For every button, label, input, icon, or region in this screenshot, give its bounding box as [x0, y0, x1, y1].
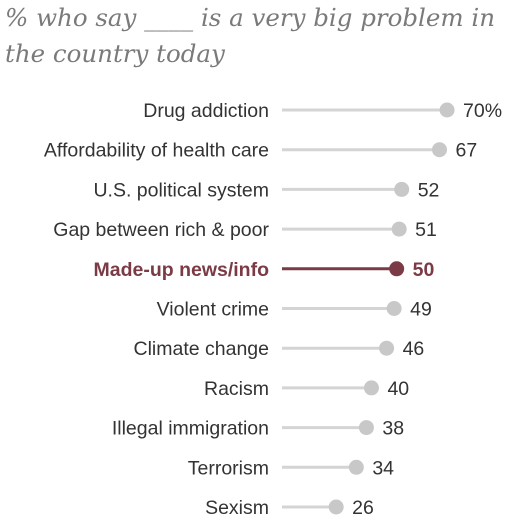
data-point: [389, 261, 405, 277]
category-label: Racism: [204, 378, 269, 400]
category-label: Affordability of health care: [44, 140, 269, 162]
data-point: [432, 142, 447, 158]
data-point: [439, 102, 455, 118]
value-label: 67: [456, 140, 478, 162]
data-point: [328, 499, 344, 515]
category-label: U.S. political system: [93, 179, 269, 201]
data-point: [379, 340, 395, 356]
value-label: 50: [413, 259, 435, 281]
category-label: Illegal immigration: [112, 418, 269, 440]
data-point: [348, 459, 364, 475]
value-label: 52: [418, 179, 440, 201]
category-label: Made-up news/info: [94, 259, 270, 281]
value-label: 38: [382, 418, 404, 440]
value-label: 40: [387, 378, 409, 400]
category-label: Climate change: [134, 338, 270, 360]
data-point: [394, 181, 410, 197]
value-label: 46: [403, 338, 425, 360]
value-label: 26: [352, 497, 374, 519]
category-label: Terrorism: [188, 457, 269, 479]
category-label: Gap between rich & poor: [53, 219, 269, 241]
data-point: [358, 420, 374, 436]
value-label: 49: [410, 299, 432, 321]
chart-title: % who say ____ is a very big problem in …: [5, 3, 496, 68]
category-label: Violent crime: [157, 299, 269, 321]
value-label: 51: [415, 219, 437, 241]
category-label: Sexism: [205, 497, 269, 519]
value-label: 34: [372, 457, 394, 479]
data-point: [363, 380, 379, 396]
data-point: [391, 221, 407, 237]
value-label: 70%: [463, 100, 502, 122]
data-point: [386, 301, 402, 316]
category-label: Drug addiction: [143, 100, 269, 122]
